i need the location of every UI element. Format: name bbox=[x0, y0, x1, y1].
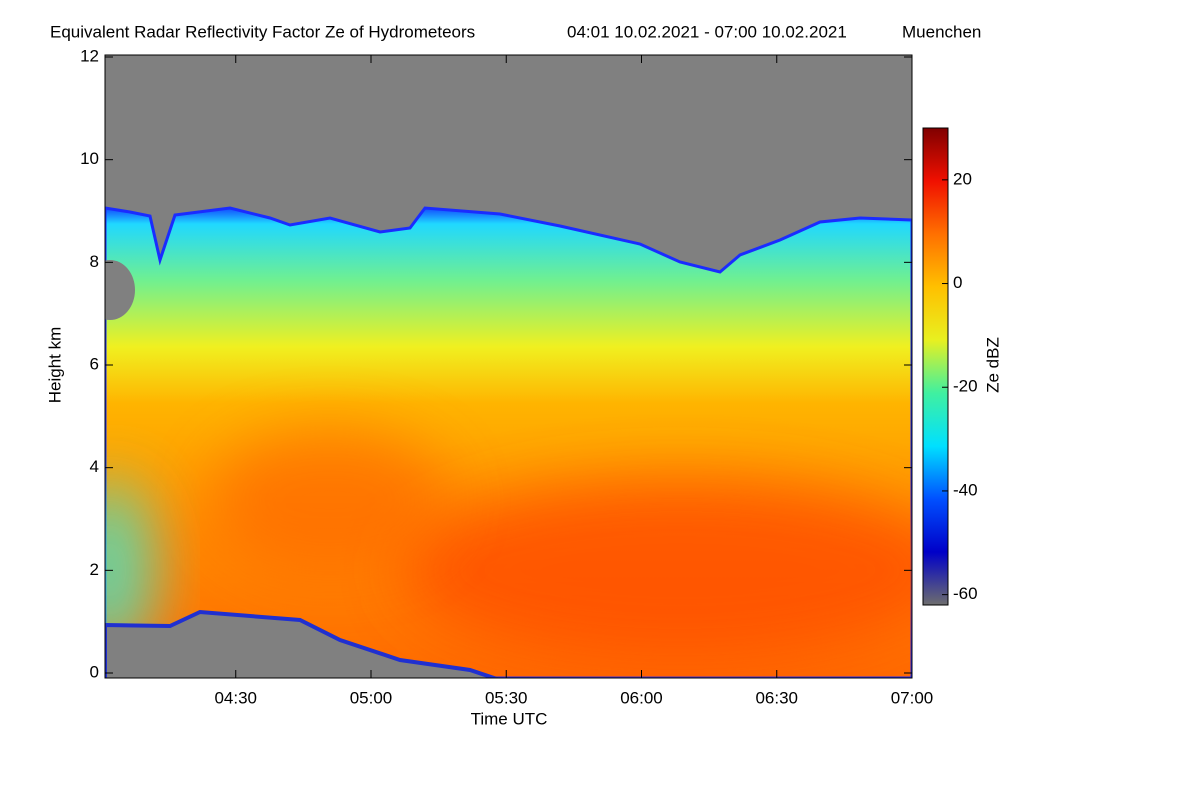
colorbar-tick-label: 20 bbox=[953, 169, 972, 188]
y-tick-label: 2 bbox=[90, 560, 99, 579]
colorbar-label: Ze dBZ bbox=[983, 337, 1002, 393]
chart-title: Equivalent Radar Reflectivity Factor Ze … bbox=[50, 22, 475, 41]
colorbar-tick-label: 0 bbox=[953, 273, 962, 292]
radar-field bbox=[105, 55, 912, 678]
colorbar-tick-label: -60 bbox=[953, 584, 978, 603]
y-tick-label: 8 bbox=[90, 252, 99, 271]
x-tick-label: 05:00 bbox=[350, 688, 393, 707]
x-tick-label: 06:30 bbox=[755, 688, 798, 707]
y-tick-label: 0 bbox=[90, 662, 99, 681]
colorbar-tick-label: -20 bbox=[953, 377, 978, 396]
strong-echo bbox=[400, 480, 912, 660]
no-echo-patch bbox=[105, 260, 135, 320]
plot-frame bbox=[104, 54, 913, 679]
weak-echo bbox=[105, 480, 155, 660]
period: 04:01 10.02.2021 - 07:00 10.02.2021 bbox=[567, 22, 847, 41]
colorbar bbox=[922, 127, 949, 606]
location: Muenchen bbox=[902, 22, 981, 41]
x-tick-label: 04:30 bbox=[214, 688, 257, 707]
y-tick-label: 4 bbox=[90, 457, 99, 476]
y-tick-label: 6 bbox=[90, 354, 99, 373]
colorbar-tick-label: -40 bbox=[953, 480, 978, 499]
x-axis-label: Time UTC bbox=[471, 709, 548, 728]
no-echo-lower bbox=[105, 609, 501, 678]
strong-echo bbox=[210, 430, 450, 570]
x-tick-label: 07:00 bbox=[891, 688, 934, 707]
x-tick-label: 05:30 bbox=[485, 688, 528, 707]
y-tick-label: 12 bbox=[80, 46, 99, 65]
y-axis-label: Height km bbox=[45, 327, 64, 404]
x-tick-label: 06:00 bbox=[620, 688, 663, 707]
y-tick-label: 10 bbox=[80, 149, 99, 168]
